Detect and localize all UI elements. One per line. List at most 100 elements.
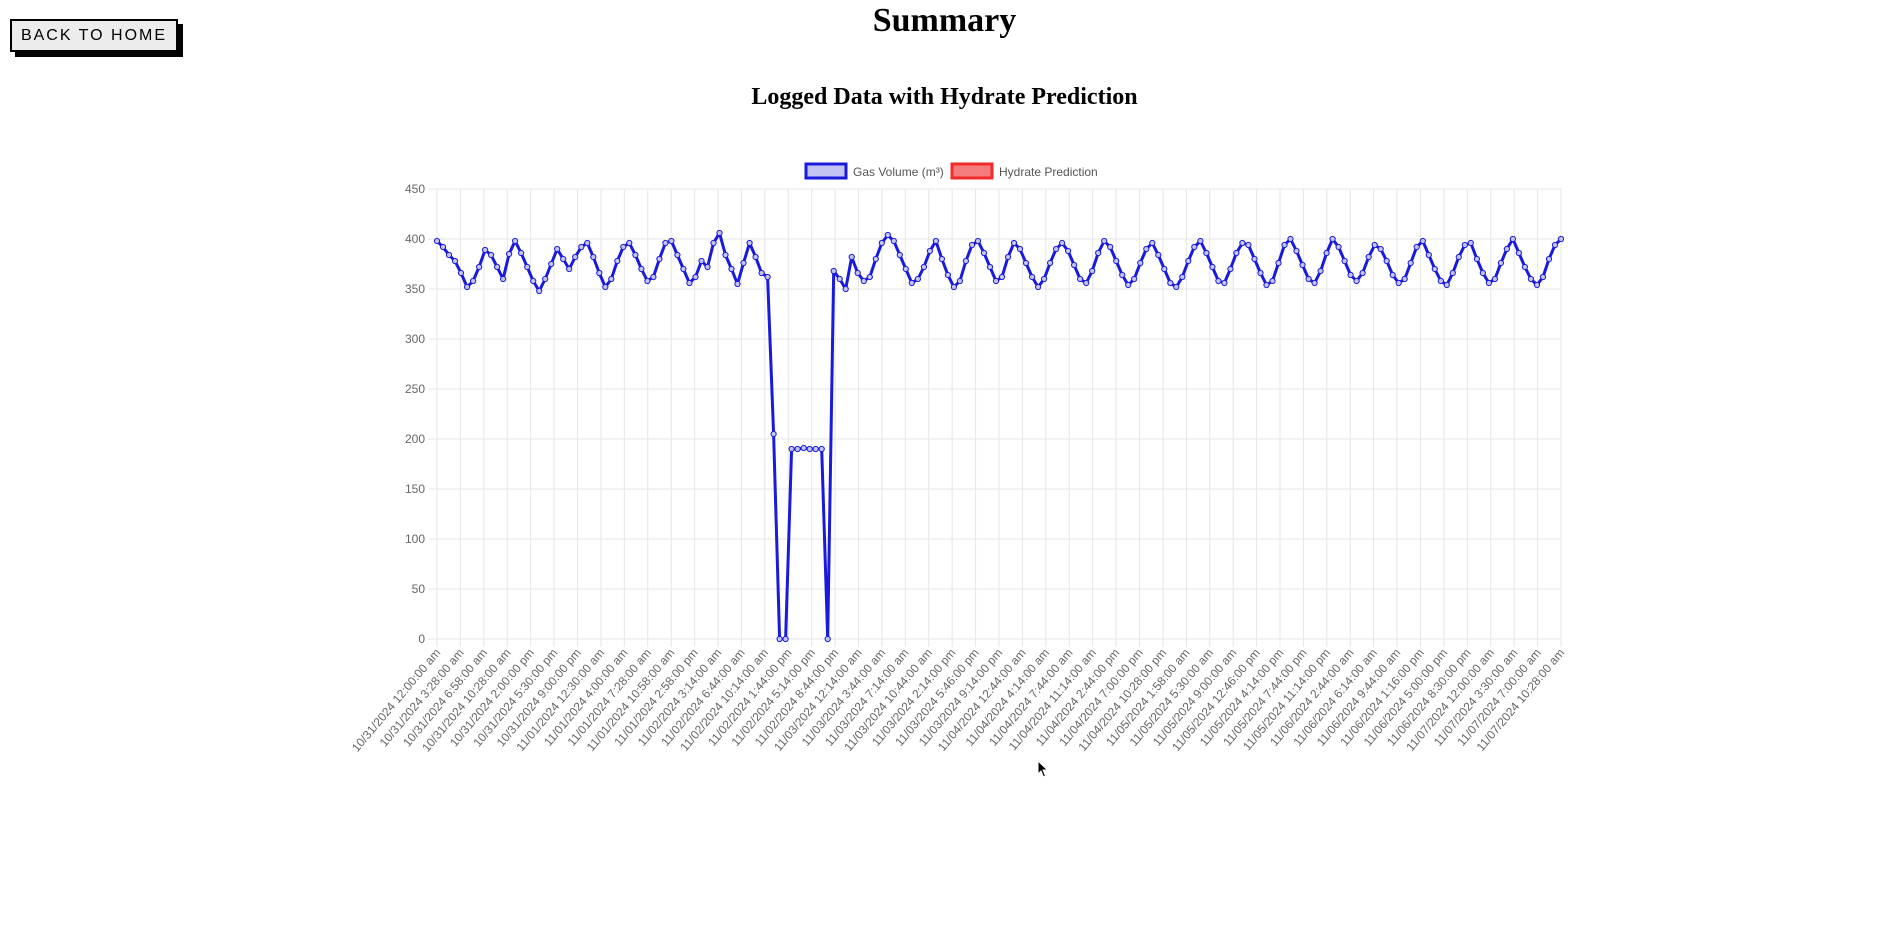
data-point bbox=[1149, 239, 1156, 247]
data-point bbox=[1269, 277, 1276, 285]
data-point bbox=[1407, 259, 1414, 267]
legend: Gas Volume (m³) Hydrate Prediction bbox=[804, 162, 1098, 180]
data-point bbox=[1437, 277, 1444, 285]
data-point bbox=[566, 265, 573, 273]
data-point bbox=[1311, 279, 1318, 287]
data-point bbox=[1221, 279, 1228, 287]
data-point bbox=[1161, 265, 1168, 273]
data-point bbox=[728, 265, 735, 273]
data-point bbox=[1527, 275, 1535, 283]
data-point bbox=[1245, 241, 1252, 249]
data-point bbox=[488, 251, 495, 259]
y-tick-label: 200 bbox=[405, 432, 425, 446]
data-point bbox=[1029, 273, 1036, 281]
grid bbox=[429, 188, 1562, 647]
data-point bbox=[962, 257, 970, 265]
data-point bbox=[860, 277, 867, 285]
data-point bbox=[1353, 277, 1360, 285]
legend-swatch-gas bbox=[804, 162, 848, 180]
data-point bbox=[716, 229, 723, 237]
data-point bbox=[974, 237, 982, 245]
data-point bbox=[1479, 269, 1487, 277]
data-point bbox=[968, 241, 976, 249]
data-point bbox=[590, 253, 597, 261]
data-point bbox=[698, 257, 705, 265]
data-point bbox=[542, 275, 549, 283]
data-point bbox=[686, 279, 693, 287]
data-point bbox=[1022, 259, 1030, 267]
data-point bbox=[1323, 249, 1330, 257]
data-point bbox=[1395, 279, 1402, 287]
data-point bbox=[680, 265, 687, 273]
data-point bbox=[1401, 275, 1408, 283]
data-point bbox=[1083, 279, 1090, 287]
data-point bbox=[602, 283, 609, 291]
data-point bbox=[1251, 255, 1258, 263]
data-point bbox=[1425, 251, 1432, 259]
data-point bbox=[1299, 261, 1306, 269]
data-point bbox=[1485, 279, 1493, 287]
data-point bbox=[1125, 281, 1132, 289]
data-point bbox=[1533, 281, 1541, 289]
data-point bbox=[1365, 253, 1372, 261]
y-tick-label: 50 bbox=[412, 582, 426, 596]
data-point bbox=[1071, 261, 1078, 269]
data-point bbox=[1491, 275, 1499, 283]
data-point bbox=[482, 246, 489, 254]
data-point bbox=[896, 251, 903, 259]
data-point bbox=[1497, 259, 1505, 267]
data-point bbox=[980, 249, 988, 257]
data-point bbox=[758, 269, 765, 277]
data-point bbox=[445, 251, 453, 259]
data-point bbox=[1539, 273, 1547, 281]
y-tick-label: 250 bbox=[405, 382, 425, 396]
data-point bbox=[1089, 267, 1096, 275]
data-point bbox=[998, 273, 1006, 281]
y-tick-label: 400 bbox=[405, 232, 425, 246]
data-point bbox=[668, 237, 675, 245]
data-point bbox=[494, 263, 501, 271]
legend-label-hydrate[interactable]: Hydrate Prediction bbox=[999, 165, 1098, 179]
data-point bbox=[614, 257, 621, 265]
data-point bbox=[584, 239, 591, 247]
data-point bbox=[986, 263, 994, 271]
back-to-home-button[interactable]: BACK TO HOME bbox=[10, 19, 178, 52]
data-point bbox=[1035, 283, 1042, 291]
y-tick-label: 350 bbox=[405, 282, 425, 296]
data-point bbox=[1053, 245, 1060, 253]
data-point bbox=[1041, 275, 1048, 283]
data-point bbox=[692, 273, 699, 281]
data-point bbox=[1443, 281, 1450, 289]
data-point bbox=[1281, 241, 1288, 249]
data-point bbox=[560, 255, 567, 263]
data-point bbox=[470, 277, 477, 285]
data-point bbox=[914, 275, 922, 283]
data-point bbox=[1449, 269, 1456, 277]
data-point bbox=[1305, 275, 1312, 283]
y-tick-label: 150 bbox=[405, 482, 425, 496]
data-point bbox=[818, 445, 825, 453]
data-point bbox=[1503, 245, 1511, 253]
data-point bbox=[662, 239, 669, 247]
data-point bbox=[674, 251, 681, 259]
data-point bbox=[500, 275, 507, 283]
data-point bbox=[506, 250, 513, 258]
legend-label-gas[interactable]: Gas Volume (m³) bbox=[853, 165, 944, 179]
data-point bbox=[518, 249, 525, 257]
data-point bbox=[806, 445, 813, 453]
data-point bbox=[722, 251, 729, 259]
data-point bbox=[608, 275, 615, 283]
data-point bbox=[890, 237, 897, 245]
data-point bbox=[596, 269, 603, 277]
data-point bbox=[439, 243, 447, 251]
data-point bbox=[788, 445, 795, 453]
data-point bbox=[812, 445, 819, 453]
data-point bbox=[1113, 257, 1120, 265]
data-point bbox=[842, 285, 849, 293]
data-point bbox=[464, 283, 471, 291]
data-point bbox=[734, 280, 741, 288]
data-point bbox=[1004, 253, 1012, 261]
data-point bbox=[1545, 255, 1553, 263]
